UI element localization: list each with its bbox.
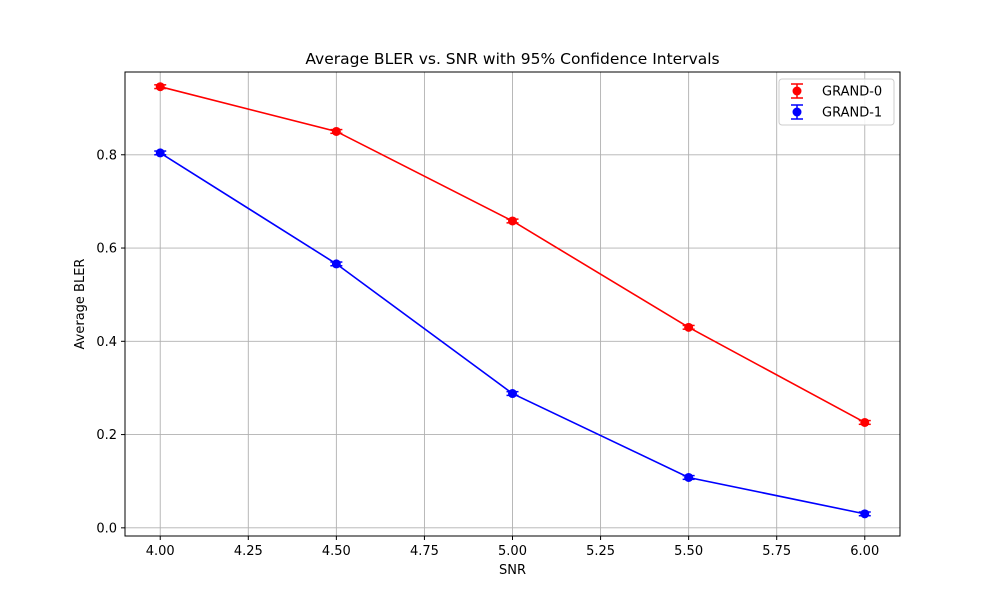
y-tick-label: 0.4 (96, 335, 117, 350)
legend-label-grand-0: GRAND-0 (822, 85, 882, 100)
x-tick-label: 4.75 (410, 544, 439, 559)
x-tick-label: 6.00 (850, 544, 879, 559)
x-tick-label: 5.00 (498, 544, 527, 559)
grand-1-data-point (860, 509, 870, 519)
x-tick-label: 5.50 (674, 544, 703, 559)
x-tick-label: 4.00 (146, 544, 175, 559)
x-tick-label: 5.75 (762, 544, 791, 559)
legend-marker-grand-1 (792, 107, 802, 117)
x-axis-label: SNR (499, 563, 526, 578)
y-tick-label: 0.6 (96, 242, 117, 257)
grand-0-data-point (684, 322, 694, 332)
y-axis-label: Average BLER (73, 259, 88, 350)
grand-1-data-point (155, 148, 165, 158)
grid-lines (125, 72, 900, 536)
grand-1-data-point (331, 259, 341, 269)
legend-marker-grand-0 (792, 86, 802, 96)
y-tick-label: 0.0 (96, 521, 117, 536)
axis-ticks: 4.00 4.25 4.50 4.75 5.00 5.25 5.50 5.75 6.00 0.0 0… (96, 148, 879, 559)
x-tick-label: 4.50 (322, 544, 351, 559)
y-tick-label: 0.2 (96, 428, 117, 443)
y-tick-label: 0.8 (96, 148, 117, 163)
grand-1-data-point (508, 389, 517, 399)
chart-title: Average BLER vs. SNR with 95% Confidence… (305, 50, 719, 68)
grand-1-data-point (684, 472, 694, 482)
grand-0-data-point (155, 82, 165, 92)
grand-0-data-point (508, 216, 517, 226)
x-tick-label: 5.25 (586, 544, 615, 559)
grand-0-data-point (860, 417, 870, 427)
grand-0-data-point (331, 126, 341, 136)
series-layer (154, 82, 871, 519)
legend-label-grand-1: GRAND-1 (822, 106, 882, 121)
legend: GRAND-0 GRAND-1 (778, 78, 895, 126)
x-tick-label: 4.25 (234, 544, 263, 559)
legend-box (778, 78, 895, 126)
